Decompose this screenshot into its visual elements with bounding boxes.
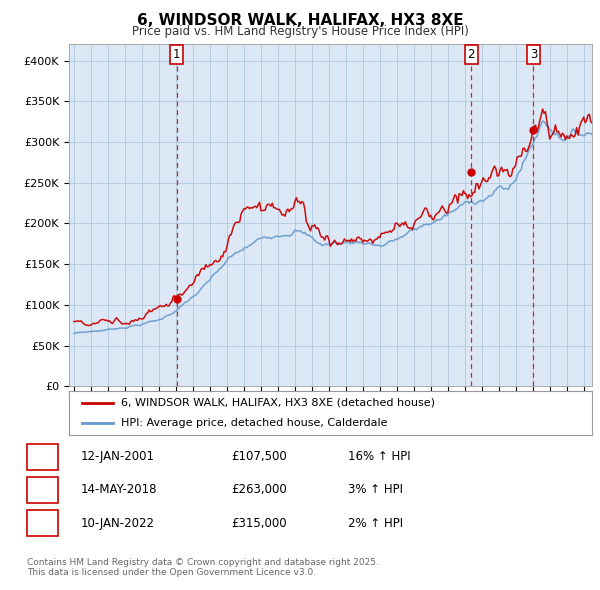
Text: Contains HM Land Registry data © Crown copyright and database right 2025.
This d: Contains HM Land Registry data © Crown c…: [27, 558, 379, 577]
Text: 2: 2: [467, 48, 475, 61]
Text: £263,000: £263,000: [231, 483, 287, 497]
Text: Price paid vs. HM Land Registry's House Price Index (HPI): Price paid vs. HM Land Registry's House …: [131, 25, 469, 38]
Text: 1: 1: [38, 450, 47, 464]
Text: 3: 3: [530, 48, 537, 61]
Text: 16% ↑ HPI: 16% ↑ HPI: [348, 450, 410, 464]
FancyBboxPatch shape: [464, 45, 478, 64]
Text: 3% ↑ HPI: 3% ↑ HPI: [348, 483, 403, 497]
Text: 14-MAY-2018: 14-MAY-2018: [81, 483, 157, 497]
Text: £107,500: £107,500: [231, 450, 287, 464]
Text: 6, WINDSOR WALK, HALIFAX, HX3 8XE (detached house): 6, WINDSOR WALK, HALIFAX, HX3 8XE (detac…: [121, 398, 436, 408]
FancyBboxPatch shape: [527, 45, 540, 64]
Text: 10-JAN-2022: 10-JAN-2022: [81, 516, 155, 530]
Text: HPI: Average price, detached house, Calderdale: HPI: Average price, detached house, Cald…: [121, 418, 388, 428]
Text: 2% ↑ HPI: 2% ↑ HPI: [348, 516, 403, 530]
FancyBboxPatch shape: [170, 45, 183, 64]
Text: 3: 3: [38, 516, 47, 530]
Text: £315,000: £315,000: [231, 516, 287, 530]
Text: 1: 1: [173, 48, 181, 61]
Text: 2: 2: [38, 483, 47, 497]
Text: 6, WINDSOR WALK, HALIFAX, HX3 8XE: 6, WINDSOR WALK, HALIFAX, HX3 8XE: [137, 13, 463, 28]
Text: 12-JAN-2001: 12-JAN-2001: [81, 450, 155, 464]
